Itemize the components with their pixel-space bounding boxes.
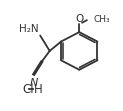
Text: O: O <box>75 14 83 24</box>
Text: N: N <box>30 78 38 88</box>
Text: H: H <box>34 83 43 96</box>
Text: Cl: Cl <box>22 83 34 96</box>
Text: H₂N: H₂N <box>19 24 38 34</box>
Text: CH₃: CH₃ <box>94 15 110 24</box>
